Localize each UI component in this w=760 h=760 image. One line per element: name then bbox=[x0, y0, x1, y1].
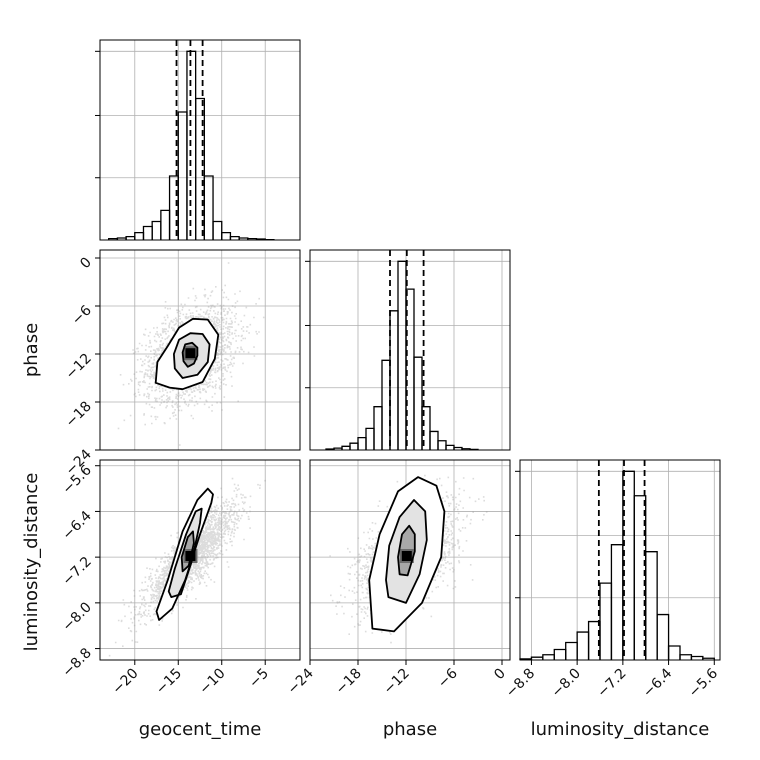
y-tick-label-phase-2: −12 bbox=[63, 351, 95, 383]
hist-phase-bar bbox=[389, 310, 399, 450]
hist-geocent-time-bar bbox=[195, 97, 205, 240]
x-tick-label-luminosity-distance-4: −5.6 bbox=[686, 665, 721, 700]
y-tick-label-phase-1: −18 bbox=[63, 399, 95, 431]
x-tick-label-phase-1: −18 bbox=[333, 666, 365, 698]
panel-frame-r2-c0 bbox=[99, 459, 301, 661]
x-tick-label-phase-4: 0 bbox=[491, 666, 509, 684]
hist-luminosity-distance-bar bbox=[690, 655, 704, 660]
x-tick-label-phase-3: −6 bbox=[435, 665, 461, 691]
hist-phase-bar bbox=[341, 445, 351, 450]
hist-phase-bar bbox=[445, 444, 455, 450]
x-tick-label-luminosity-distance-2: −7.2 bbox=[594, 666, 629, 701]
hist-geocent-time-bar bbox=[203, 175, 214, 240]
hist-luminosity-distance-bar bbox=[553, 648, 567, 660]
panel-geocent-time-vs-luminosity-distance-contour-0 bbox=[180, 530, 195, 573]
hist-geocent-time-bar bbox=[212, 220, 223, 240]
panel-frame-r0-c0 bbox=[99, 39, 301, 241]
panel-frame-r2-c1 bbox=[309, 459, 511, 661]
hist-luminosity-distance-bar bbox=[576, 631, 590, 660]
x-tick-label-geocent-time-2: −10 bbox=[196, 666, 228, 698]
hist-luminosity-distance-bar bbox=[702, 657, 715, 660]
x-tick-label-luminosity-distance-1: −8.0 bbox=[549, 666, 584, 701]
panel-geocent-time-vs-phase-contour-2 bbox=[154, 317, 220, 391]
y-tick-label-luminosity-distance-0: −8.8 bbox=[59, 645, 94, 680]
panel-geocent-time-vs-phase-contour-0 bbox=[181, 341, 199, 368]
x-tick-label-phase-2: −12 bbox=[381, 666, 413, 698]
panel-frame-r2-c2 bbox=[519, 459, 721, 661]
hist-geocent-time-bar bbox=[221, 231, 232, 240]
hist-luminosity-distance-bar bbox=[565, 641, 578, 660]
hist-phase-bar bbox=[437, 440, 447, 450]
panel-geocent-time-vs-phase-peak-cell bbox=[185, 348, 196, 359]
x-tick-label-geocent-time-0: −20 bbox=[109, 666, 141, 698]
hist-luminosity-distance-bar bbox=[542, 654, 555, 660]
x-tick-label-luminosity-distance-0: −8.8 bbox=[503, 666, 538, 701]
panel-geocent-time-vs-phase-contour-1 bbox=[172, 332, 211, 379]
hist-phase-bar bbox=[357, 436, 367, 450]
hist-geocent-time-bar bbox=[229, 235, 240, 240]
x-axis-label-phase: phase bbox=[383, 719, 437, 740]
hist-phase-bar bbox=[365, 427, 375, 450]
hist-luminosity-distance-bar bbox=[679, 654, 693, 660]
hist-luminosity-distance-bar bbox=[667, 645, 681, 660]
panel-geocent-time-vs-luminosity-distance-contour-2 bbox=[155, 487, 214, 621]
x-tick-label-geocent-time-1: −15 bbox=[153, 666, 185, 698]
hist-geocent-time-bar bbox=[151, 220, 162, 240]
panel-frame-r1-c1 bbox=[309, 249, 511, 451]
hist-phase-bar bbox=[349, 442, 359, 450]
y-tick-label-luminosity-distance-2: −7.2 bbox=[59, 554, 94, 589]
hist-luminosity-distance-bar bbox=[656, 613, 670, 660]
marks-layer bbox=[108, 40, 715, 660]
hist-phase-bar bbox=[373, 406, 383, 450]
x-tick-label-phase-0: −24 bbox=[285, 665, 317, 697]
y-tick-label-luminosity-distance-3: −6.4 bbox=[59, 508, 94, 543]
y-tick-label-phase-4: 0 bbox=[77, 255, 95, 273]
x-tick-label-luminosity-distance-3: −6.4 bbox=[640, 665, 675, 700]
x-tick-label-geocent-time-3: −5 bbox=[246, 666, 272, 692]
y-tick-label-luminosity-distance-1: −8.0 bbox=[59, 599, 94, 634]
grid-layer bbox=[100, 40, 720, 660]
hist-phase-bar bbox=[413, 356, 423, 450]
panel-phase-vs-luminosity-distance-contour-2 bbox=[368, 476, 446, 633]
hist-geocent-time-bar bbox=[160, 209, 171, 240]
hist-phase-bar bbox=[381, 359, 391, 450]
x-axis-label-luminosity-distance: luminosity_distance bbox=[531, 719, 710, 740]
hist-luminosity-distance-bar bbox=[610, 544, 624, 660]
hist-geocent-time-bar bbox=[177, 111, 188, 240]
x-axis-label-geocent-time: geocent_time bbox=[139, 719, 262, 740]
y-axis-label-phase: phase bbox=[21, 323, 42, 377]
hist-geocent-time-bar bbox=[125, 235, 136, 240]
hist-phase-bar bbox=[421, 406, 431, 450]
hist-geocent-time-bar bbox=[134, 231, 145, 240]
panel-phase-vs-luminosity-distance-peak-cell bbox=[401, 551, 412, 561]
hist-luminosity-distance-bar bbox=[645, 551, 658, 660]
frames-layer bbox=[99, 39, 721, 661]
panel-frame-r1-c0 bbox=[99, 249, 301, 451]
y-tick-label-phase-3: −6 bbox=[69, 302, 95, 328]
hist-geocent-time-bar bbox=[142, 225, 153, 240]
hist-luminosity-distance-bar bbox=[599, 582, 613, 660]
panel-phase-vs-luminosity-distance-contour-1 bbox=[385, 499, 428, 604]
panel-phase-vs-luminosity-distance-contour-0 bbox=[397, 524, 416, 577]
hist-phase-bar bbox=[397, 260, 407, 450]
hist-phase-bar bbox=[429, 430, 439, 450]
y-axis-label-luminosity-distance: luminosity_distance bbox=[21, 473, 42, 652]
